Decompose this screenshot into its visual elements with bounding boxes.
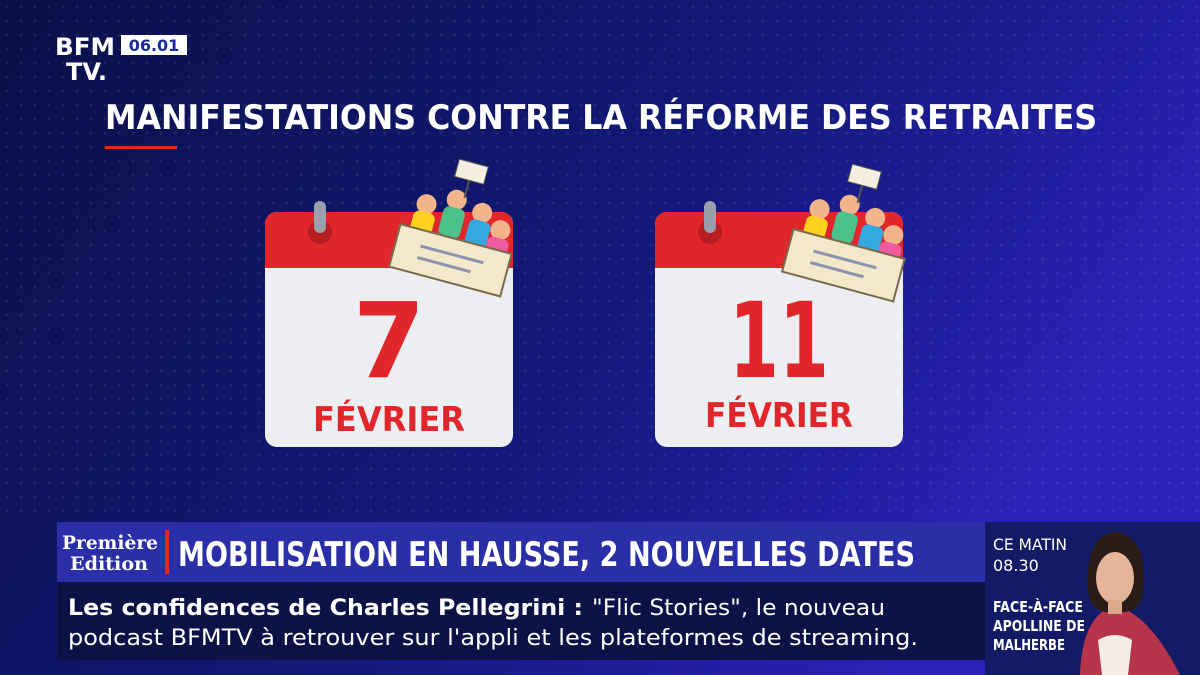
calendar: 11 FÉVRIER bbox=[655, 163, 906, 447]
calendar: 7 FÉVRIER bbox=[265, 158, 513, 447]
sidebar-text: FACE-À-FACE bbox=[993, 597, 1083, 616]
sidebar-label: CE MATIN bbox=[993, 535, 1067, 554]
day: 7 bbox=[353, 280, 425, 402]
month: FÉVRIER bbox=[705, 395, 853, 436]
clock: 06.01 bbox=[129, 36, 180, 55]
sidebar-text: MALHERBE bbox=[993, 636, 1065, 654]
ticker-text: podcast BFMTV à retrouver sur l'appli et… bbox=[68, 626, 918, 651]
title-underline bbox=[105, 146, 177, 149]
sidebar-time: 08.30 bbox=[993, 556, 1039, 575]
title: MANIFESTATIONS CONTRE LA RÉFORME DES RET… bbox=[105, 97, 1097, 138]
sidebar-text: APOLLINE DE bbox=[993, 617, 1085, 635]
headline: MOBILISATION EN HAUSSE, 2 NOUVELLES DATE… bbox=[178, 535, 915, 575]
ticker bbox=[57, 582, 985, 660]
banner bbox=[57, 522, 985, 582]
banner-separator bbox=[165, 530, 169, 574]
logo-bfm: BFM bbox=[55, 33, 115, 61]
presenter-photo bbox=[1080, 532, 1180, 675]
show-name: Edition bbox=[70, 553, 148, 575]
ticker-lead: Les confidences de Charles Pellegrini : bbox=[68, 596, 583, 621]
show-name: Première bbox=[62, 532, 158, 554]
day: 11 bbox=[729, 280, 829, 402]
dot-pattern bbox=[0, 0, 1200, 520]
ticker-text: "Flic Stories", le nouveau bbox=[592, 596, 885, 621]
logo-tv: TV. bbox=[66, 58, 107, 86]
clock-box bbox=[121, 35, 187, 55]
month: FÉVRIER bbox=[313, 399, 465, 440]
